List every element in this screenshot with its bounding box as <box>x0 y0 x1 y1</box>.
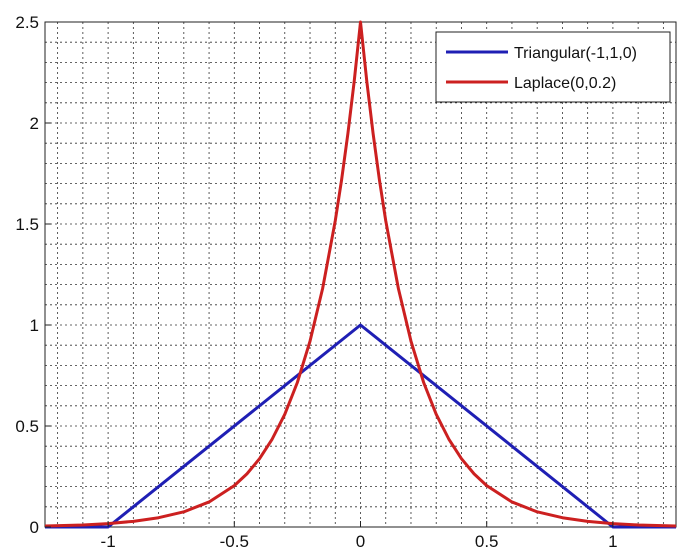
y-tick-label: 2 <box>30 114 39 133</box>
x-tick-label: 0 <box>356 532 365 551</box>
x-tick-label: -0.5 <box>220 532 249 551</box>
y-tick-label: 1.5 <box>15 215 39 234</box>
x-tick-label: 0.5 <box>475 532 499 551</box>
x-tick-label: 1 <box>608 532 617 551</box>
x-tick-label: -1 <box>101 532 116 551</box>
series-line-triangular <box>45 323 676 529</box>
y-tick-label: 1 <box>30 316 39 335</box>
y-tick-label: 0.5 <box>15 417 39 436</box>
y-tick-label: 2.5 <box>15 13 39 32</box>
y-tick-label: 0 <box>30 518 39 537</box>
grid <box>45 22 676 527</box>
series-line-laplace <box>45 20 676 528</box>
y-axis: 0 0.5 1 1.5 2 2.5 <box>15 13 51 537</box>
legend-label-triangular: Triangular(-1,1,0) <box>514 45 637 62</box>
x-axis: -1 -0.5 0 0.5 1 <box>101 521 618 551</box>
legend: Triangular(-1,1,0) Laplace(0,0.2) <box>435 31 671 103</box>
legend-box <box>435 31 671 103</box>
series-layer <box>45 20 676 529</box>
legend-label-laplace: Laplace(0,0.2) <box>514 75 616 92</box>
